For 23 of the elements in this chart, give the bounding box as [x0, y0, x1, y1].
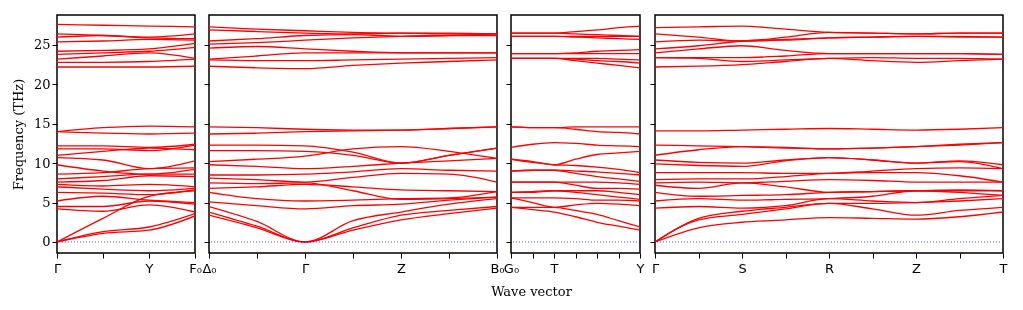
- x-tick-label: R: [824, 260, 835, 276]
- y-tick-label: 20: [33, 76, 51, 92]
- y-tick-label: 5: [42, 195, 51, 211]
- y-axis-title: Frequency (THz): [10, 78, 26, 191]
- x-tick-label: Γ: [651, 260, 660, 276]
- x-tick-label: Z: [912, 260, 922, 276]
- x-tick-label: Y: [144, 260, 154, 276]
- x-tick-label: T: [998, 260, 1008, 276]
- x-tick-label: Γ: [53, 260, 62, 276]
- y-tick-label: 0: [42, 234, 51, 250]
- x-tick-label: B₀: [490, 260, 505, 276]
- x-tick-label: F₀: [189, 260, 202, 276]
- x-tick-label: Γ: [301, 260, 310, 276]
- x-tick-label: Y: [635, 260, 645, 276]
- y-tick-label: 15: [33, 116, 51, 132]
- x-tick-label: Δ₀: [202, 260, 217, 276]
- x-tick-label: T: [549, 260, 559, 276]
- x-axis-title: Wave vector: [491, 283, 573, 299]
- x-tick-label: G₀: [503, 260, 520, 276]
- y-tick-label: 10: [33, 155, 51, 171]
- x-tick-label: S: [738, 260, 747, 276]
- x-tick-label: Z: [397, 260, 407, 276]
- y-tick-label: 25: [33, 37, 51, 53]
